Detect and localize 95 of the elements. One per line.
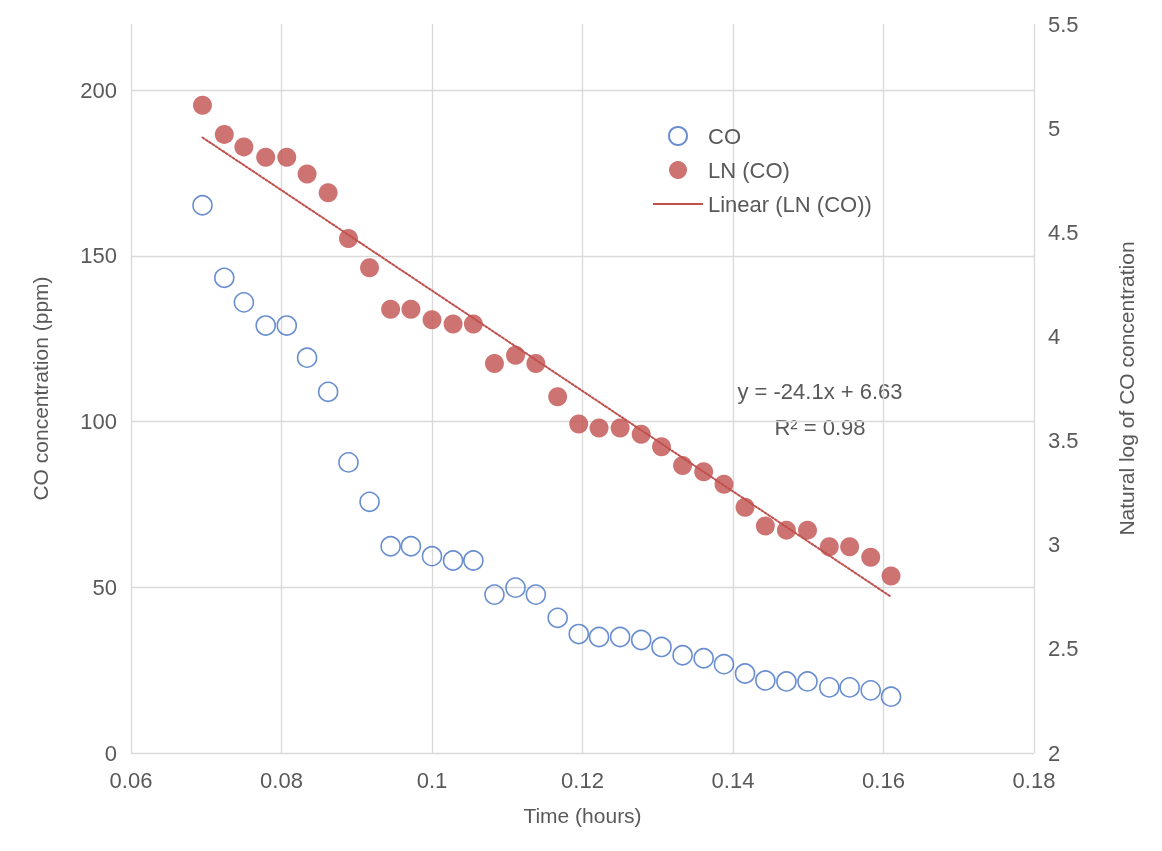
- legend-label: LN (CO): [708, 157, 790, 183]
- point: [652, 437, 672, 457]
- point: [880, 686, 902, 707]
- point: [672, 644, 693, 666]
- point: [755, 670, 776, 691]
- point: [713, 653, 735, 675]
- y2-tick-label: 5.5: [1048, 11, 1079, 37]
- x-tick-label: 0.14: [711, 767, 755, 793]
- y2-tick-label: 4: [1048, 323, 1061, 349]
- point: [525, 584, 547, 605]
- point: [860, 680, 882, 701]
- point: [693, 647, 714, 669]
- point: [381, 299, 401, 319]
- point: [569, 414, 589, 434]
- point: [400, 535, 422, 557]
- point: [463, 314, 483, 334]
- point: [881, 566, 901, 586]
- point: [338, 229, 358, 249]
- point: [443, 314, 463, 334]
- point: [526, 354, 546, 373]
- point: [380, 535, 401, 557]
- y-axis-title: CO concentration (ppm): [29, 276, 52, 501]
- point: [630, 629, 652, 651]
- point: [214, 124, 234, 144]
- point: [839, 677, 860, 698]
- y2-tick-label: 3.5: [1048, 428, 1079, 454]
- point: [840, 537, 860, 557]
- point: [776, 671, 797, 692]
- point: [797, 671, 818, 692]
- point: [359, 491, 380, 513]
- y2-tick-label: 2.5: [1048, 636, 1079, 662]
- x-tick-label: 0.1: [416, 767, 448, 793]
- y-tick-label: 150: [80, 243, 117, 269]
- point: [547, 607, 568, 629]
- legend-label: Linear (LN (CO)): [708, 191, 872, 217]
- y2-tick-label: 3: [1048, 532, 1061, 558]
- point: [422, 310, 442, 330]
- point: [256, 147, 276, 167]
- y2-axis-title: Natural log of CO concentration: [1115, 241, 1138, 536]
- point: [442, 550, 464, 571]
- y2-tick-label: 2: [1048, 740, 1061, 766]
- y-tick-label: 100: [80, 409, 117, 435]
- point: [861, 547, 881, 567]
- point: [192, 194, 213, 216]
- point: [819, 677, 840, 698]
- point: [776, 520, 796, 540]
- annotation: y = -24.1x + 6.63: [737, 378, 903, 404]
- point: [798, 520, 817, 540]
- point: [338, 452, 359, 473]
- x-tick-label: 0.16: [862, 767, 905, 793]
- x-tick-label: 0.06: [109, 767, 153, 793]
- point: [734, 663, 756, 684]
- point: [819, 537, 839, 557]
- point: [360, 258, 380, 278]
- point: [694, 462, 714, 482]
- point: [214, 267, 235, 289]
- point: [631, 424, 651, 444]
- point: [673, 456, 693, 476]
- point: [735, 497, 755, 517]
- point: [401, 299, 421, 319]
- point: [421, 545, 443, 567]
- point: [318, 183, 338, 203]
- point: [505, 577, 526, 598]
- point: [193, 95, 212, 115]
- y2-tick-label: 5: [1048, 115, 1061, 141]
- y-tick-label: 0: [104, 740, 117, 766]
- point: [296, 347, 318, 368]
- point: [297, 164, 317, 184]
- point: [506, 345, 526, 365]
- y-tick-label: 50: [92, 574, 117, 600]
- x-axis-title: Time (hours): [523, 804, 642, 827]
- point: [568, 623, 590, 645]
- point: [255, 315, 276, 336]
- point: [755, 516, 775, 536]
- point: [610, 418, 630, 438]
- point: [234, 137, 254, 157]
- point: [463, 550, 484, 571]
- y2-tick-label: 4.5: [1048, 219, 1079, 245]
- point: [484, 584, 505, 605]
- x-tick-label: 0.08: [260, 767, 303, 793]
- point: [277, 147, 297, 167]
- x-tick-label: 0.18: [1012, 767, 1056, 793]
- point: [651, 636, 672, 658]
- point: [609, 626, 631, 648]
- point: [317, 381, 339, 403]
- x-tick-label: 0.12: [561, 767, 604, 793]
- point: [484, 354, 504, 373]
- point: [233, 292, 255, 313]
- point: [714, 474, 734, 494]
- point: [588, 626, 610, 648]
- point: [548, 387, 568, 407]
- point: [589, 418, 609, 438]
- legend-label: CO: [708, 123, 741, 149]
- y-tick-label: 200: [80, 77, 117, 103]
- point: [276, 315, 298, 336]
